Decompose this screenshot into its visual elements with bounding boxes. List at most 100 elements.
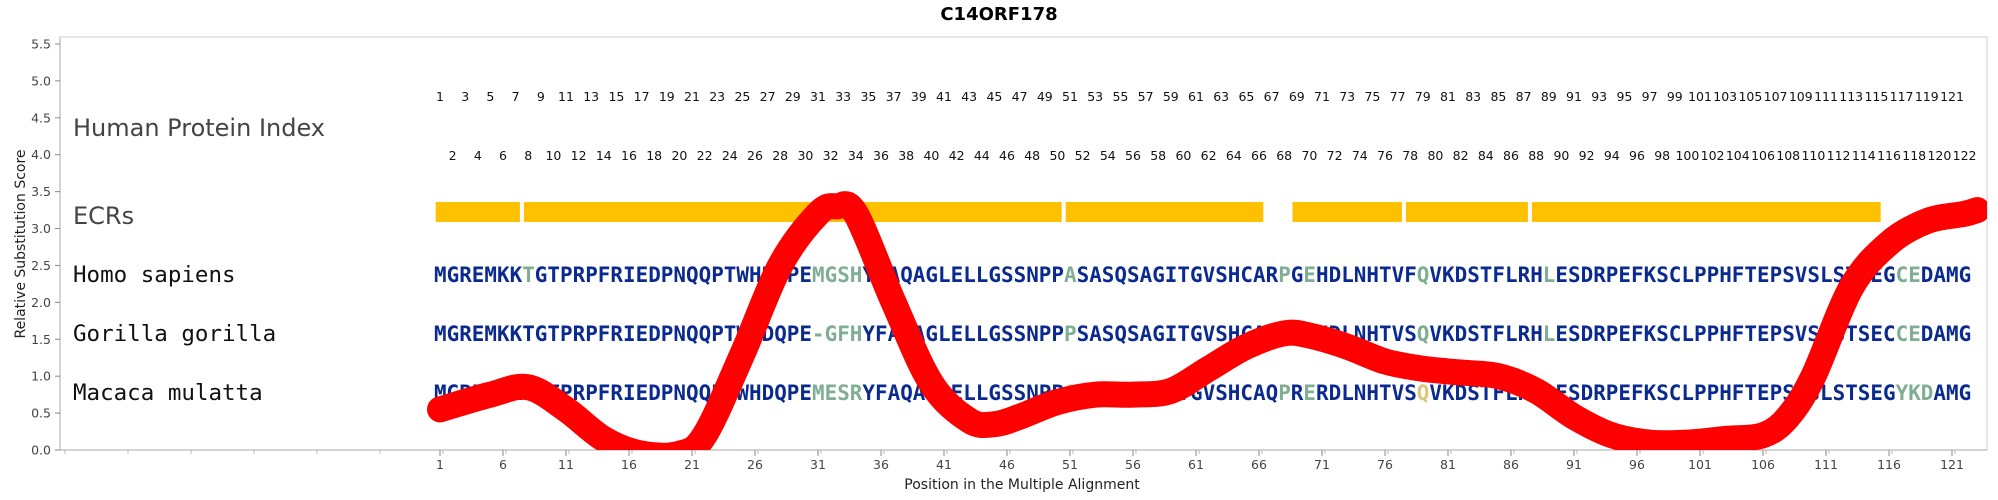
residue: V (1203, 381, 1216, 405)
hpi-number: 45 (986, 89, 1002, 104)
residue: S (1568, 381, 1581, 405)
residue: T (522, 263, 535, 287)
residue: A (1253, 263, 1266, 287)
residue: E (951, 322, 964, 346)
residue: F (1492, 263, 1505, 287)
residue: E (636, 381, 649, 405)
residue: E (636, 322, 649, 346)
residue: L (1681, 263, 1694, 287)
hpi-number: 97 (1642, 89, 1658, 104)
residue: P (1051, 322, 1064, 346)
hpi-number: 67 (1264, 89, 1280, 104)
residue: W (736, 263, 749, 287)
residue: D (1455, 263, 1468, 287)
residue: E (1555, 263, 1568, 287)
residue: S (1102, 263, 1115, 287)
residue: M (434, 263, 447, 287)
row-label-human-protein-index: Human Protein Index (73, 114, 325, 142)
residue: F (875, 322, 888, 346)
residue: T (1845, 322, 1858, 346)
residue: E (472, 263, 485, 287)
residue: T (547, 322, 560, 346)
residue: K (1644, 322, 1657, 346)
residue: S (1001, 381, 1014, 405)
residue: L (1505, 322, 1518, 346)
residue: S (1077, 322, 1090, 346)
residue: L (976, 263, 989, 287)
residue: S (1215, 322, 1228, 346)
row-label-macaca-mulatta: Macaca mulatta (73, 380, 263, 406)
residue: H (1316, 263, 1329, 287)
y-tick-label: 1.0 (31, 369, 51, 384)
residue: P (585, 263, 598, 287)
residue: K (510, 322, 523, 346)
residue: P (787, 381, 800, 405)
residue: E (799, 381, 812, 405)
residue: H (1228, 381, 1241, 405)
hpi-number: 14 (596, 148, 612, 163)
sequence-gorilla: MGREMKKTGTPRPFRIEDPNQQPTWHDQPE-GFHYFAQAG… (434, 322, 1971, 346)
hpi-number: 113 (1839, 89, 1863, 104)
residue: K (1644, 263, 1657, 287)
residue: R (1518, 263, 1531, 287)
residue: V (1429, 381, 1442, 405)
residue: E (1757, 381, 1770, 405)
residue: Q (699, 381, 712, 405)
ecr-bar (523, 202, 1062, 222)
hpi-number: 8 (524, 148, 532, 163)
row-label-gorilla-gorilla: Gorilla gorilla (73, 321, 276, 347)
y-tick-label: 0.0 (31, 443, 51, 458)
residue: S (1656, 322, 1669, 346)
residue: L (938, 322, 951, 346)
hpi-number: 60 (1175, 148, 1191, 163)
hpi-number: 50 (1049, 148, 1065, 163)
residue: I (623, 381, 636, 405)
hpi-number: 121 (1940, 89, 1964, 104)
residue: Q (900, 381, 913, 405)
hpi-number: 103 (1713, 89, 1737, 104)
residue: G (925, 263, 938, 287)
residue: S (1404, 322, 1417, 346)
residue: E (472, 322, 485, 346)
x-tick-label: 121 (1940, 457, 1964, 472)
residue: A (1089, 322, 1102, 346)
residue: G (1959, 322, 1972, 346)
residue: F (1404, 263, 1417, 287)
residue: S (1467, 381, 1480, 405)
residue: M (1946, 322, 1959, 346)
residue: Q (686, 322, 699, 346)
residue: P (1694, 381, 1707, 405)
residue: C (1669, 322, 1682, 346)
residue: N (1354, 263, 1367, 287)
residue: G (535, 263, 548, 287)
hpi-number: 52 (1075, 148, 1091, 163)
residue: L (938, 263, 951, 287)
residue: F (1732, 263, 1745, 287)
residue: H (850, 322, 863, 346)
residue: A (888, 381, 901, 405)
hpi-number: 53 (1087, 89, 1103, 104)
hpi-number: 10 (545, 148, 561, 163)
hpi-number: 61 (1188, 89, 1204, 104)
residue: P (1064, 322, 1077, 346)
residue: T (1379, 263, 1392, 287)
residue: N (673, 381, 686, 405)
residue: L (1681, 381, 1694, 405)
residue: P (1694, 322, 1707, 346)
hpi-number: 1 (436, 89, 444, 104)
residue: S (1102, 322, 1115, 346)
y-tick-label: 2.5 (31, 258, 51, 273)
residue: V (1795, 263, 1808, 287)
hpi-number: 98 (1654, 148, 1670, 163)
hpi-number: 70 (1301, 148, 1317, 163)
residue: Y (862, 381, 875, 405)
x-tick-label: 31 (810, 457, 826, 472)
y-tick-label: 4.0 (31, 147, 51, 162)
residue: K (1644, 381, 1657, 405)
residue: E (1908, 263, 1921, 287)
residue: T (1379, 381, 1392, 405)
hpi-number: 4 (474, 148, 482, 163)
residue: T (1744, 263, 1757, 287)
residue: L (1505, 263, 1518, 287)
residue: G (925, 322, 938, 346)
